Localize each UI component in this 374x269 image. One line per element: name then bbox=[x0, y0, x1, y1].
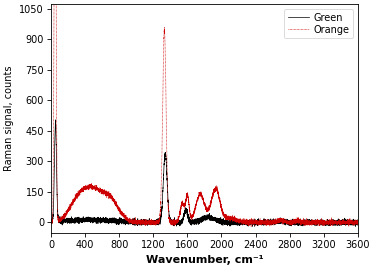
Orange bbox=[153, 221, 157, 224]
Green bbox=[153, 221, 157, 224]
Y-axis label: Raman signal, counts: Raman signal, counts bbox=[4, 65, 14, 171]
Green bbox=[282, 220, 286, 223]
Orange bbox=[194, 203, 199, 206]
Green bbox=[53, 118, 58, 122]
Line: Green: Green bbox=[51, 120, 358, 226]
Legend: Green, Orange: Green, Orange bbox=[284, 9, 353, 38]
Orange bbox=[282, 218, 286, 222]
Line: Orange: Orange bbox=[51, 0, 358, 226]
Green bbox=[339, 221, 343, 225]
Green bbox=[353, 225, 358, 228]
Orange bbox=[343, 223, 347, 226]
Orange bbox=[49, 220, 53, 224]
Green bbox=[49, 220, 53, 223]
Orange bbox=[356, 221, 360, 224]
Green bbox=[273, 220, 278, 223]
Orange bbox=[273, 222, 278, 225]
Green bbox=[356, 223, 360, 226]
Green bbox=[194, 220, 199, 223]
Green bbox=[343, 222, 347, 225]
Orange bbox=[249, 225, 254, 228]
Orange bbox=[339, 221, 343, 224]
X-axis label: Wavenumber, cm⁻¹: Wavenumber, cm⁻¹ bbox=[145, 255, 263, 265]
